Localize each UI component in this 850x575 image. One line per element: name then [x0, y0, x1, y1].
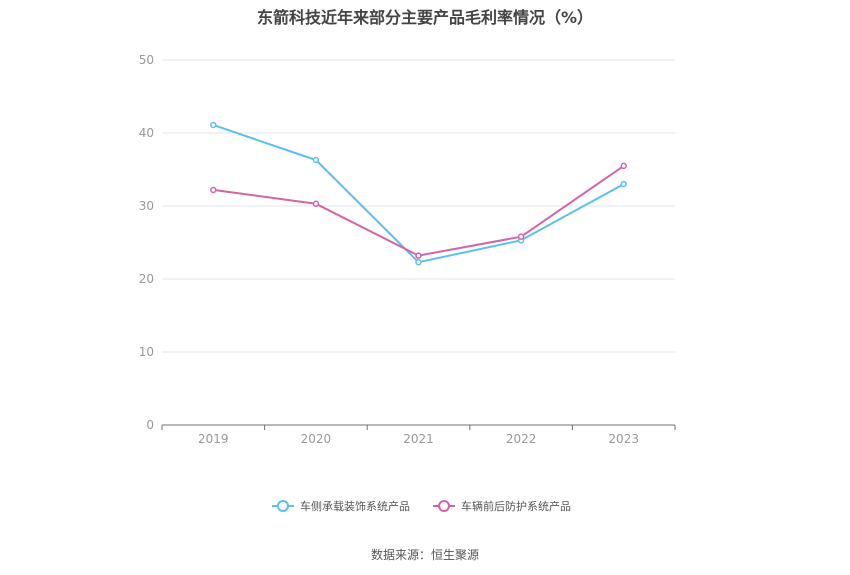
- data-point: [620, 180, 627, 188]
- legend-label: 车辆前后防护系统产品: [461, 499, 571, 513]
- x-tick-label: 2019: [198, 432, 229, 446]
- chart-title: 东箭科技近年来部分主要产品毛利率情况（%）: [256, 8, 594, 27]
- series-layer: [210, 121, 627, 266]
- x-axis: 2019 2020 2021 2022 2023: [161, 424, 676, 446]
- series-line-2: [213, 165, 625, 257]
- legend-marker: [438, 500, 450, 512]
- y-tick-label: 0: [146, 418, 154, 432]
- data-point: [312, 200, 320, 208]
- series-line-1: [212, 124, 625, 264]
- data-point: [210, 121, 217, 129]
- x-tick-label: 2021: [403, 432, 434, 446]
- data-point: [415, 252, 422, 259]
- data-point: [620, 162, 627, 170]
- legend: 车侧承载装饰系统产品 车辆前后防护系统产品: [272, 499, 571, 513]
- data-point: [517, 233, 525, 240]
- x-tick-label: 2023: [608, 432, 639, 446]
- data-point: [415, 258, 422, 266]
- x-tick-label: 2022: [506, 432, 537, 446]
- grid-lines: [162, 59, 675, 353]
- data-source: 数据来源：恒生聚源: [370, 548, 479, 562]
- y-tick-label: 20: [139, 272, 154, 286]
- legend-marker: [277, 500, 289, 512]
- y-tick-label: 50: [139, 53, 154, 67]
- legend-label: 车侧承载装饰系统产品: [300, 499, 410, 513]
- y-tick-label: 30: [139, 199, 154, 213]
- x-tick-label: 2020: [301, 432, 332, 446]
- data-point: [210, 186, 217, 194]
- y-tick-label: 40: [139, 126, 154, 140]
- y-axis: 0 10 20 30 40 50: [139, 53, 154, 432]
- data-point: [312, 156, 320, 164]
- y-tick-label: 10: [139, 345, 154, 359]
